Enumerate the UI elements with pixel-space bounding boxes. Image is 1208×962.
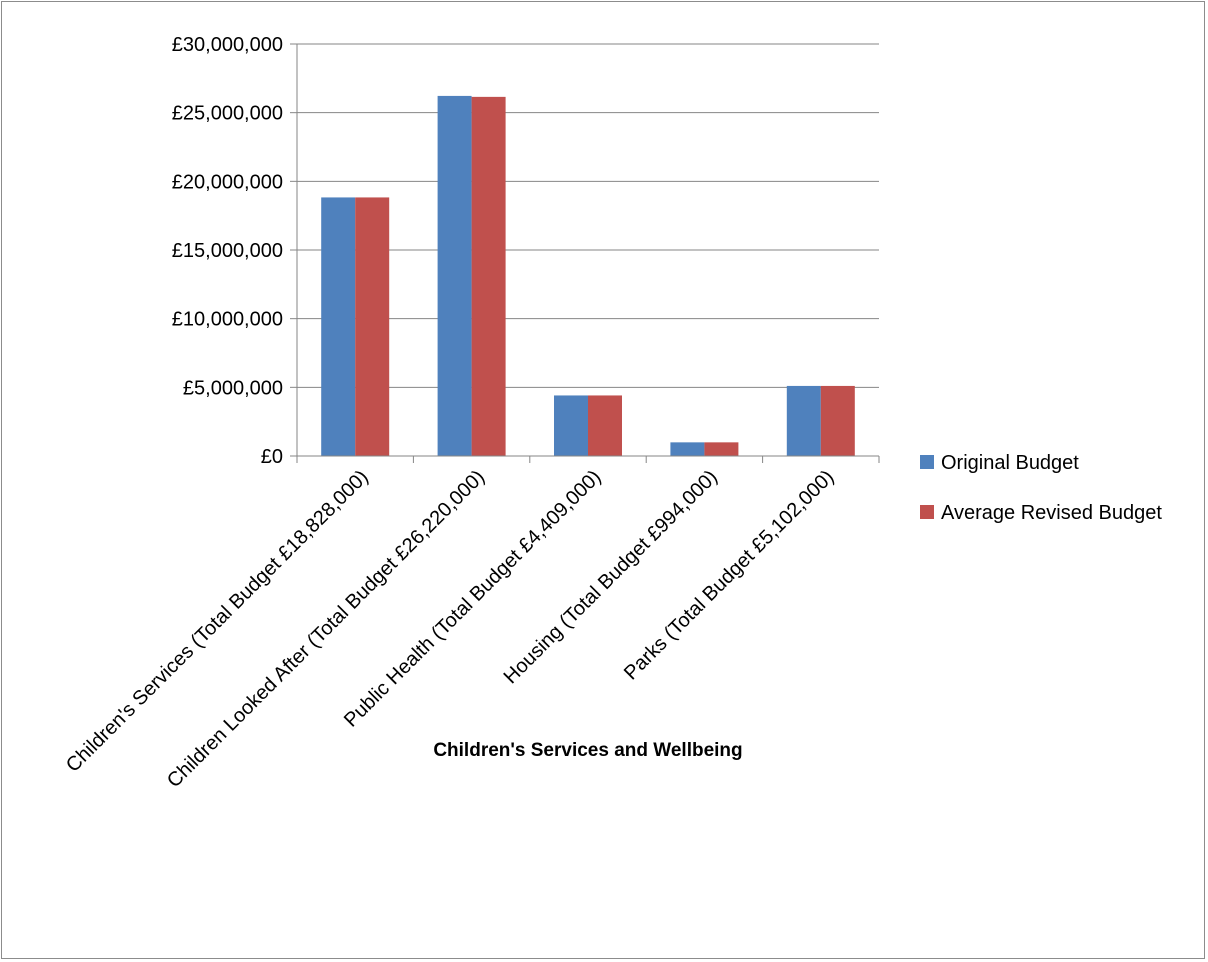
bar-original-3	[554, 395, 588, 456]
x-axis-title: Children's Services and Wellbeing	[433, 740, 742, 761]
y-tick-label: £20,000,000	[172, 171, 283, 193]
y-tick-label: £15,000,000	[172, 240, 283, 262]
legend-label: Original Budget	[941, 452, 1079, 474]
legend-swatch	[920, 505, 934, 519]
bar-revised-3	[588, 395, 622, 456]
axes	[296, 44, 880, 463]
bar-revised-2	[471, 96, 506, 456]
bar-original-5	[786, 385, 821, 456]
bar-original-4	[670, 442, 705, 456]
x-category-label: Housing (Total Budget £994,000)	[500, 466, 722, 688]
y-tick-label: £0	[261, 446, 283, 468]
bar-revised-4	[704, 442, 739, 456]
legend-label: Average Revised Budget	[941, 502, 1162, 524]
gridlines	[297, 43, 879, 388]
legend: Original Budget Average Revised Budget	[920, 452, 1162, 524]
x-category-label: Parks (Total Budget £5,102,000)	[620, 466, 838, 684]
x-category-label: Public Health (Total Budget £4,409,000)	[340, 466, 606, 732]
bars	[321, 95, 855, 457]
bar-original-1	[321, 197, 356, 456]
bar-revised-1	[355, 197, 390, 456]
bar-original-2	[437, 95, 472, 457]
legend-swatch	[920, 455, 934, 469]
y-tick-label: £5,000,000	[183, 377, 283, 399]
y-tick-label: £30,000,000	[172, 34, 283, 56]
bar-revised-5	[820, 385, 855, 456]
y-tick-label: £25,000,000	[172, 103, 283, 125]
y-tick-label: £10,000,000	[172, 309, 283, 331]
y-axis-ticks: £0 £5,000,000 £10,000,000 £15,000,000 £20,00…	[172, 34, 297, 468]
